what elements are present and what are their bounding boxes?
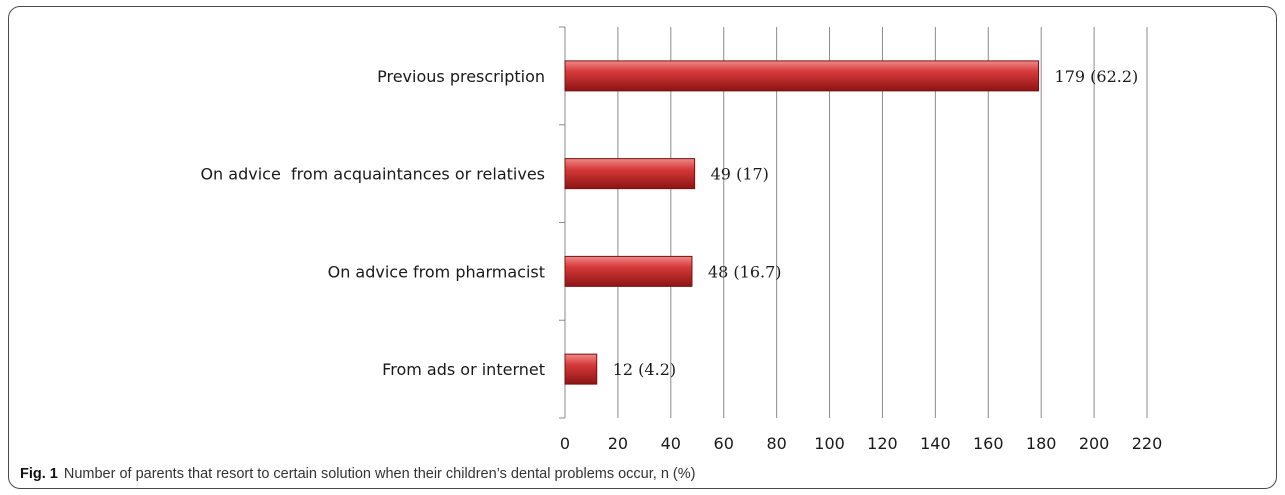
x-tick-label: 180 xyxy=(1026,434,1057,453)
labels: 0 20 40 60 80 100 120 140 160 180 200 220 Previous p… xyxy=(200,67,1162,453)
figure-frame xyxy=(8,6,1277,489)
bar xyxy=(564,158,696,190)
x-tick-label: 120 xyxy=(867,434,898,453)
figure-caption-text: Number of parents that resort to certain… xyxy=(63,466,696,482)
bar xyxy=(564,353,598,385)
bars xyxy=(564,60,1040,385)
x-tick-label: 80 xyxy=(766,434,786,453)
x-tick-label: 100 xyxy=(814,434,845,453)
x-tick-label: 40 xyxy=(661,434,681,453)
data-label: 179 (62.2) xyxy=(1055,67,1139,86)
axes xyxy=(559,26,566,419)
gridlines xyxy=(617,27,1148,418)
x-tick-label: 160 xyxy=(973,434,1004,453)
figure-caption: Fig. 1 Number of parents that resort to c… xyxy=(20,466,695,482)
x-tick-label: 0 xyxy=(560,434,570,453)
category-label: On advice from acquaintances or relative… xyxy=(200,165,545,184)
category-label: Previous prescription xyxy=(377,67,545,86)
bar xyxy=(564,255,693,287)
x-tick-label: 140 xyxy=(920,434,951,453)
x-tick-label: 60 xyxy=(714,434,734,453)
bar xyxy=(564,60,1040,92)
data-label: 48 (16.7) xyxy=(708,262,782,281)
category-label: From ads or internet xyxy=(382,360,545,379)
data-label: 49 (17) xyxy=(711,165,769,184)
data-label: 12 (4.2) xyxy=(613,360,676,379)
x-tick-label: 220 xyxy=(1132,434,1163,453)
x-tick-label: 20 xyxy=(608,434,628,453)
figure-label: Fig. 1 xyxy=(20,466,58,482)
category-label: On advice from pharmacist xyxy=(328,262,545,281)
x-tick-label: 200 xyxy=(1079,434,1110,453)
